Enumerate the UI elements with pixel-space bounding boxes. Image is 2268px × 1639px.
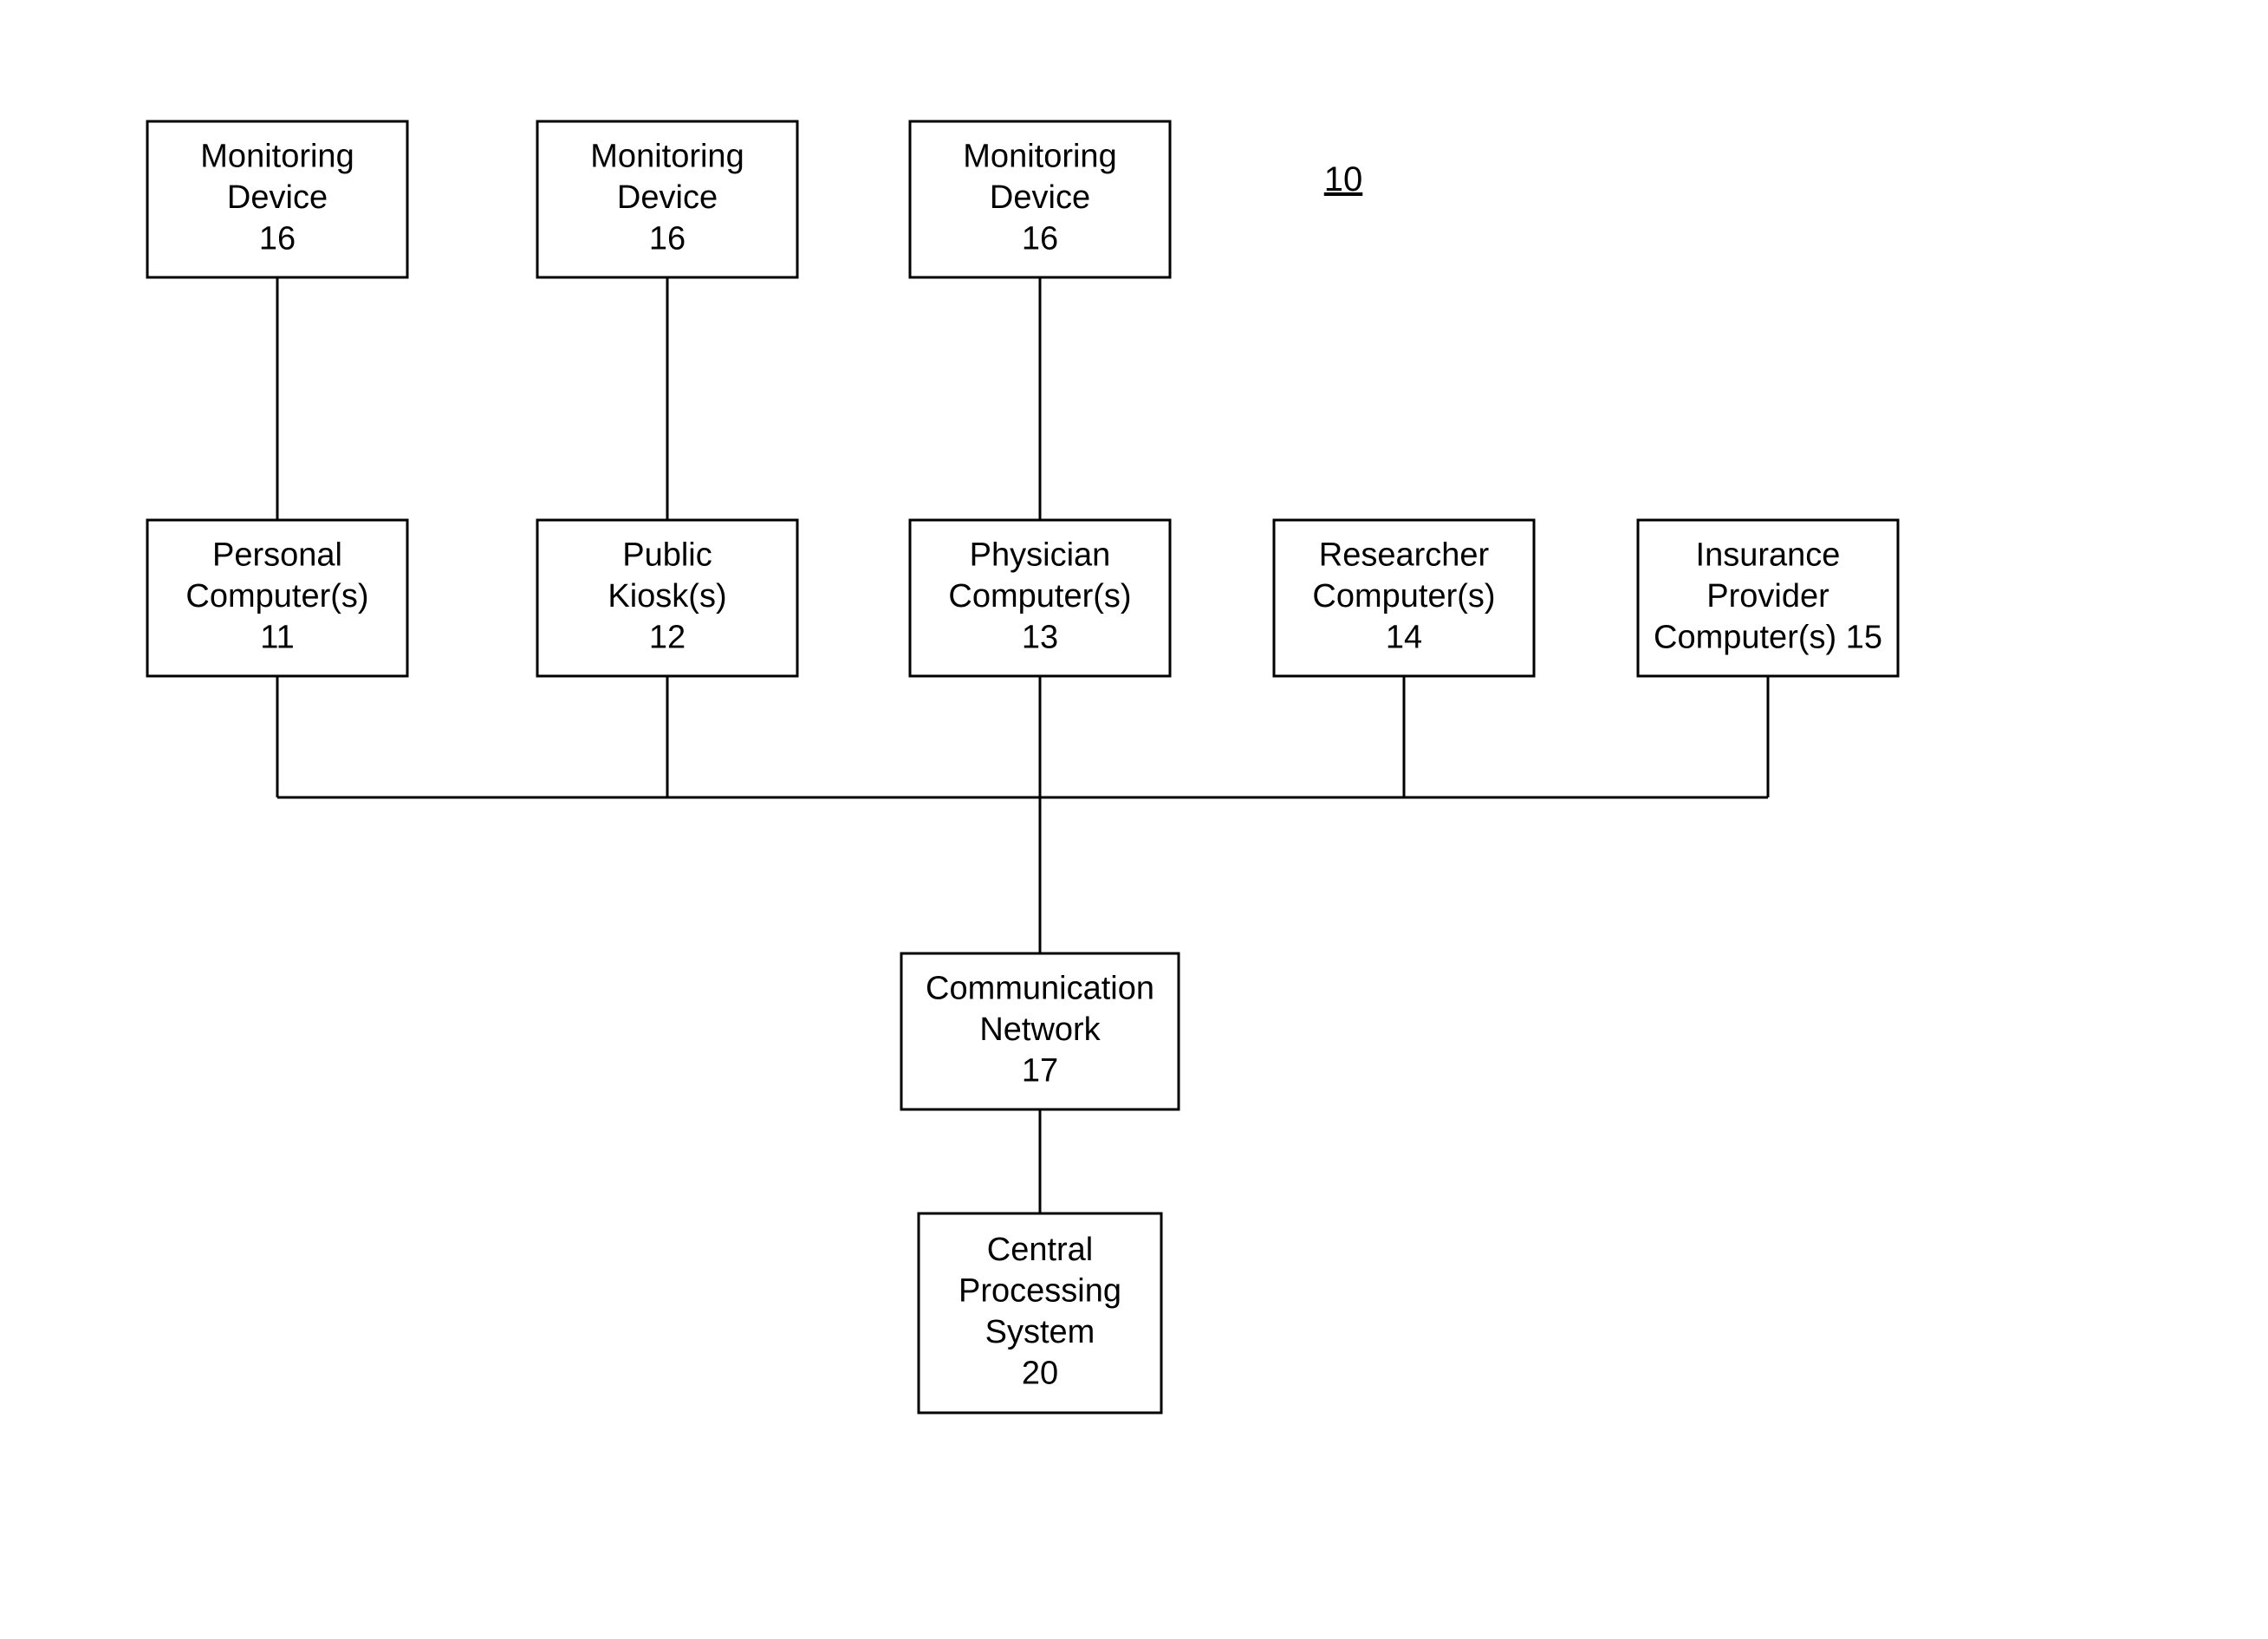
node-net-label-line-1: Network xyxy=(979,1011,1101,1048)
node-pk-label-line-1: Kiosk(s) xyxy=(608,578,726,615)
node-ins: Insurance Provider Computer(s) 15 xyxy=(1638,520,1898,676)
node-md2-label-line-0: Monitoring xyxy=(590,139,744,175)
node-phy-label-line-0: Physician xyxy=(970,537,1111,574)
node-pk-label-line-0: Public xyxy=(622,537,712,574)
node-md2: Monitoring Device 16 xyxy=(537,121,797,277)
node-md1-label-line-2: 16 xyxy=(259,221,296,257)
node-ins-label-line-0: Insurance xyxy=(1696,537,1841,574)
node-pk: Public Kiosk(s) 12 xyxy=(537,520,797,676)
node-md2-label-line-1: Device xyxy=(617,179,718,216)
node-md3: Monitoring Device 16 xyxy=(910,121,1170,277)
node-cps-label-line-0: Central xyxy=(987,1232,1094,1268)
node-phy: Physician Computer(s) 13 xyxy=(910,520,1170,676)
node-net-label-line-0: Communication xyxy=(926,971,1154,1007)
node-ins-label-line-1: Provider xyxy=(1706,578,1829,615)
node-md3-label-line-2: 16 xyxy=(1022,221,1058,257)
node-res: Researcher Computer(s) 14 xyxy=(1274,520,1534,676)
nodes-layer: MonitoringDevice16MonitoringDevice16Moni… xyxy=(147,121,1898,1413)
node-net: Communication Network 17 xyxy=(901,953,1179,1109)
node-pc-label-line-0: Personal xyxy=(212,537,342,574)
node-md1: Monitoring Device 16 xyxy=(147,121,407,277)
node-cps-label-line-2: System xyxy=(985,1314,1095,1350)
node-phy-label-line-2: 13 xyxy=(1022,620,1058,656)
node-md3-label-line-0: Monitoring xyxy=(963,139,1116,175)
node-md3-label-line-1: Device xyxy=(990,179,1090,216)
node-cps-label-line-3: 20 xyxy=(1022,1355,1058,1391)
node-cps-label-line-1: Processing xyxy=(959,1272,1121,1309)
node-pc-label-line-2: 11 xyxy=(260,620,294,656)
node-phy-label-line-1: Computer(s) xyxy=(948,578,1131,615)
figure-reference-number: 10 xyxy=(1324,160,1363,198)
node-md2-label-line-2: 16 xyxy=(649,221,686,257)
node-md1-label-line-1: Device xyxy=(227,179,328,216)
node-md1-label-line-0: Monitoring xyxy=(200,139,354,175)
node-cps: Central Processing System 20 xyxy=(919,1213,1161,1413)
node-res-label-line-0: Researcher xyxy=(1319,537,1490,574)
node-net-label-line-2: 17 xyxy=(1022,1053,1058,1089)
node-pc-label-line-1: Computer(s) xyxy=(185,578,368,615)
node-pk-label-line-2: 12 xyxy=(649,620,686,656)
node-ins-label-line-2: Computer(s) 15 xyxy=(1654,620,1882,656)
node-pc: Personal Computer(s) 11 xyxy=(147,520,407,676)
node-res-label-line-1: Computer(s) xyxy=(1312,578,1495,615)
node-res-label-line-2: 14 xyxy=(1386,620,1422,656)
system-architecture-diagram: MonitoringDevice16MonitoringDevice16Moni… xyxy=(0,0,2268,1639)
